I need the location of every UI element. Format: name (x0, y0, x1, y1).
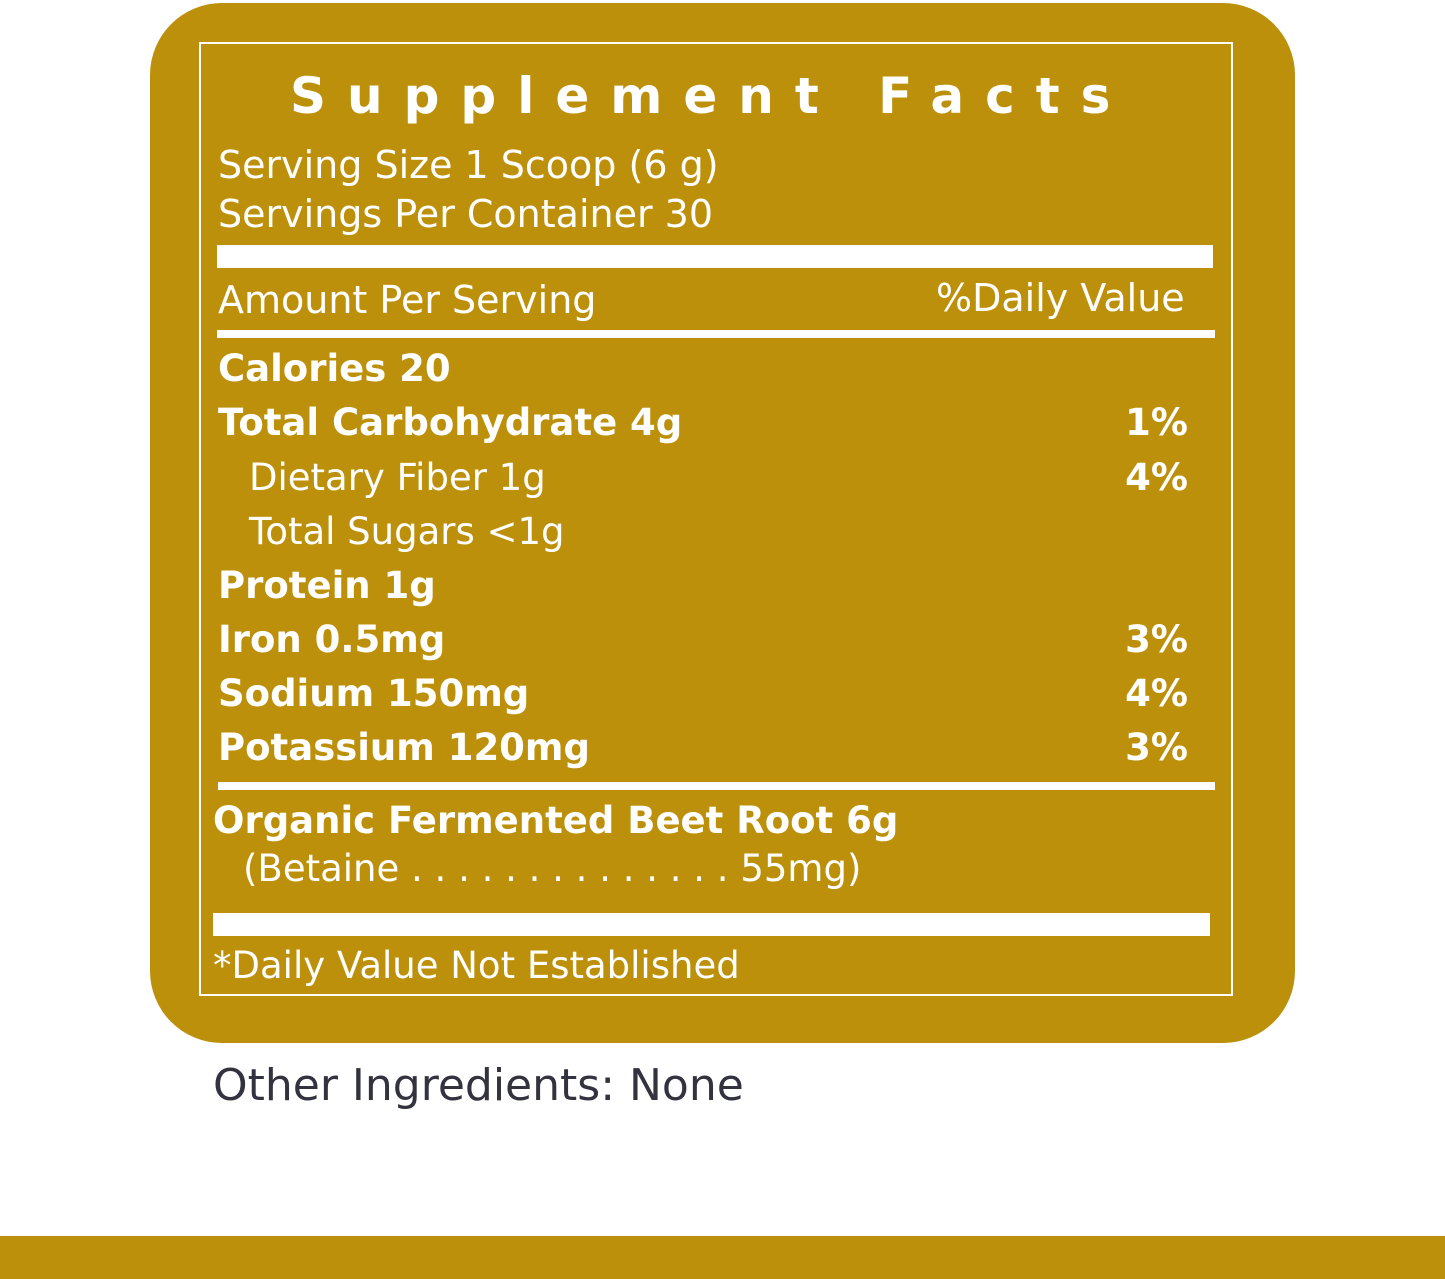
nutrient-row: Total Sugars <1g (249, 510, 565, 553)
nutrient-row: Sodium 150mg 4% (218, 672, 1188, 715)
nutrient-row: Total Carbohydrate 4g 1% (218, 401, 1188, 444)
thick-divider (217, 245, 1213, 268)
panel-border (199, 42, 1233, 996)
divider (218, 782, 1215, 790)
nutrient-row: Potassium 120mg 3% (218, 726, 1188, 769)
nutrient-row: Dietary Fiber 1g 4% (249, 456, 1188, 499)
ingredient-name: Organic Fermented Beet Root 6g (213, 799, 899, 842)
daily-value-header: %Daily Value (936, 276, 1185, 320)
divider (217, 330, 1215, 338)
bottom-band (0, 1236, 1445, 1279)
supplement-facts-panel: Supplement Facts Serving Size 1 Scoop (6… (150, 3, 1295, 1043)
label-title: Supplement Facts (290, 67, 1132, 125)
footnote: *Daily Value Not Established (213, 944, 740, 987)
nutrient-row: Protein 1g (218, 564, 436, 607)
ingredient-detail: (Betaine . . . . . . . . . . . . . . 55m… (243, 847, 862, 890)
other-ingredients: Other Ingredients: None (213, 1060, 744, 1111)
nutrient-row: Calories 20 (218, 347, 451, 390)
amount-per-serving: Amount Per Serving (218, 278, 597, 322)
serving-size: Serving Size 1 Scoop (6 g) (218, 143, 719, 187)
thick-divider (213, 913, 1210, 936)
nutrient-row: Iron 0.5mg 3% (218, 618, 1188, 661)
servings-per-container: Servings Per Container 30 (218, 192, 714, 236)
